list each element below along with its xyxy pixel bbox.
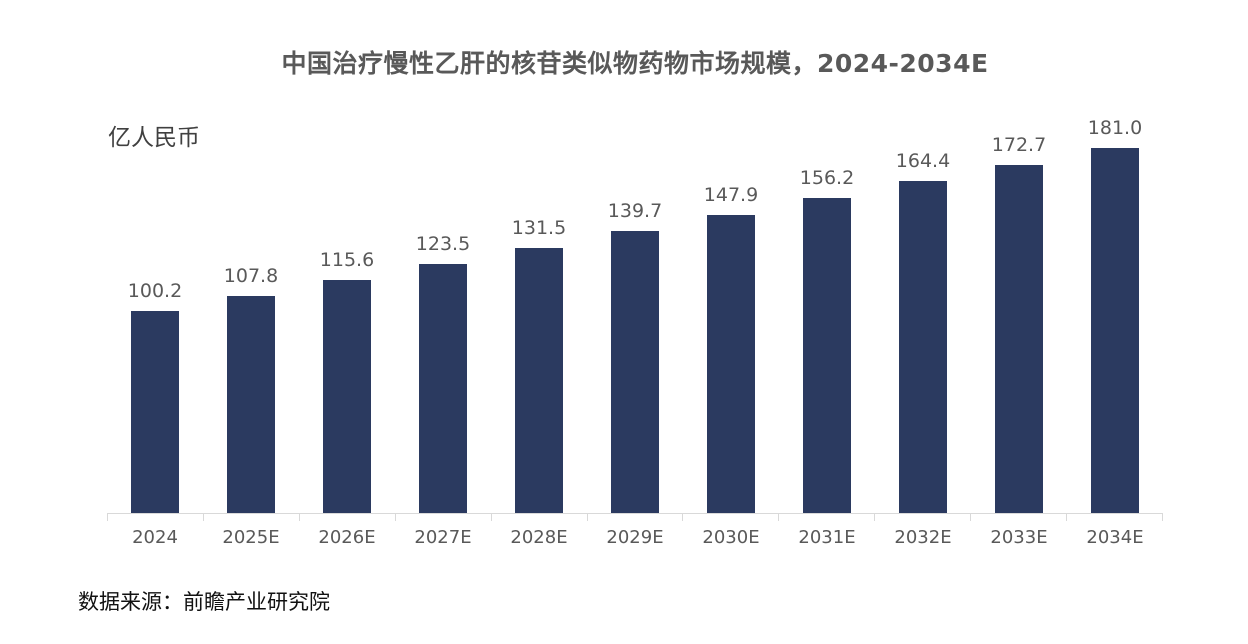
bar-value-label: 115.6 (319, 249, 375, 271)
bar (995, 165, 1043, 513)
bar-value-label: 100.2 (127, 280, 183, 302)
bar-value-label: 181.0 (1087, 117, 1143, 139)
x-axis-label: 2031E (798, 527, 856, 548)
x-axis-label: 2033E (990, 527, 1048, 548)
bar-column: 139.7 (587, 113, 683, 513)
bar-value-label: 123.5 (415, 233, 471, 255)
bar-value-label: 139.7 (607, 200, 663, 222)
bar (707, 215, 755, 513)
axis-tick-cell (396, 514, 492, 521)
axis-tick-cell (971, 514, 1068, 521)
bar-column: 100.2 (107, 113, 203, 513)
bar (227, 296, 275, 513)
bar (323, 280, 371, 513)
axis-tick-cell (779, 514, 876, 521)
axis-tick-cell (492, 514, 588, 521)
x-axis-label: 2034E (1086, 527, 1144, 548)
bar-value-label: 107.8 (223, 265, 279, 287)
x-axis-label: 2026E (318, 527, 376, 548)
axis-tick-cell (875, 514, 972, 521)
bar (131, 311, 179, 513)
data-source-caption: 数据来源：前瞻产业研究院 (78, 590, 330, 614)
bar (515, 248, 563, 513)
x-axis-label: 2029E (606, 527, 664, 548)
x-axis-line (107, 513, 1163, 521)
bar-value-label: 156.2 (799, 167, 855, 189)
bar-column: 156.2 (779, 113, 875, 513)
x-axis-labels-row: 2024 2025E 2026E 2027E 2028E 2029E 2030E 2031E 2… (107, 527, 1163, 548)
bar-column: 164.4 (875, 113, 971, 513)
bar-column: 172.7 (971, 113, 1067, 513)
axis-tick-cell (204, 514, 300, 521)
bar-chart-plot-area: 100.2 107.8 115.6 123.5 131.5 139.7 147.9 156.2… (107, 113, 1163, 513)
bar-value-label: 172.7 (991, 134, 1047, 156)
x-axis-label: 2032E (894, 527, 952, 548)
bar (803, 198, 851, 513)
bar (419, 264, 467, 513)
bar-column: 181.0 (1067, 113, 1163, 513)
x-axis-label: 2027E (414, 527, 472, 548)
x-axis-label: 2025E (222, 527, 280, 548)
bar-column: 115.6 (299, 113, 395, 513)
x-axis-label: 2024 (132, 527, 178, 548)
bar-column: 131.5 (491, 113, 587, 513)
bar-column: 123.5 (395, 113, 491, 513)
bar-value-label: 131.5 (511, 217, 567, 239)
bar-column: 107.8 (203, 113, 299, 513)
y-axis-unit-label: 亿人民币 (108, 125, 200, 151)
x-axis-label: 2030E (702, 527, 760, 548)
axis-tick-cell (300, 514, 396, 521)
bar (899, 181, 947, 513)
axis-tick-cell (683, 514, 780, 521)
bar-value-label: 147.9 (703, 184, 759, 206)
bar-value-label: 164.4 (895, 150, 951, 172)
axis-tick-cell (108, 514, 204, 521)
x-axis-label: 2028E (510, 527, 568, 548)
bar (1091, 148, 1139, 513)
bar-column: 147.9 (683, 113, 779, 513)
axis-tick-cell (1067, 514, 1163, 521)
axis-tick-cell (588, 514, 684, 521)
chart-title: 中国治疗慢性乙肝的核苷类似物药物市场规模，2024-2034E (281, 49, 989, 78)
bar (611, 231, 659, 513)
